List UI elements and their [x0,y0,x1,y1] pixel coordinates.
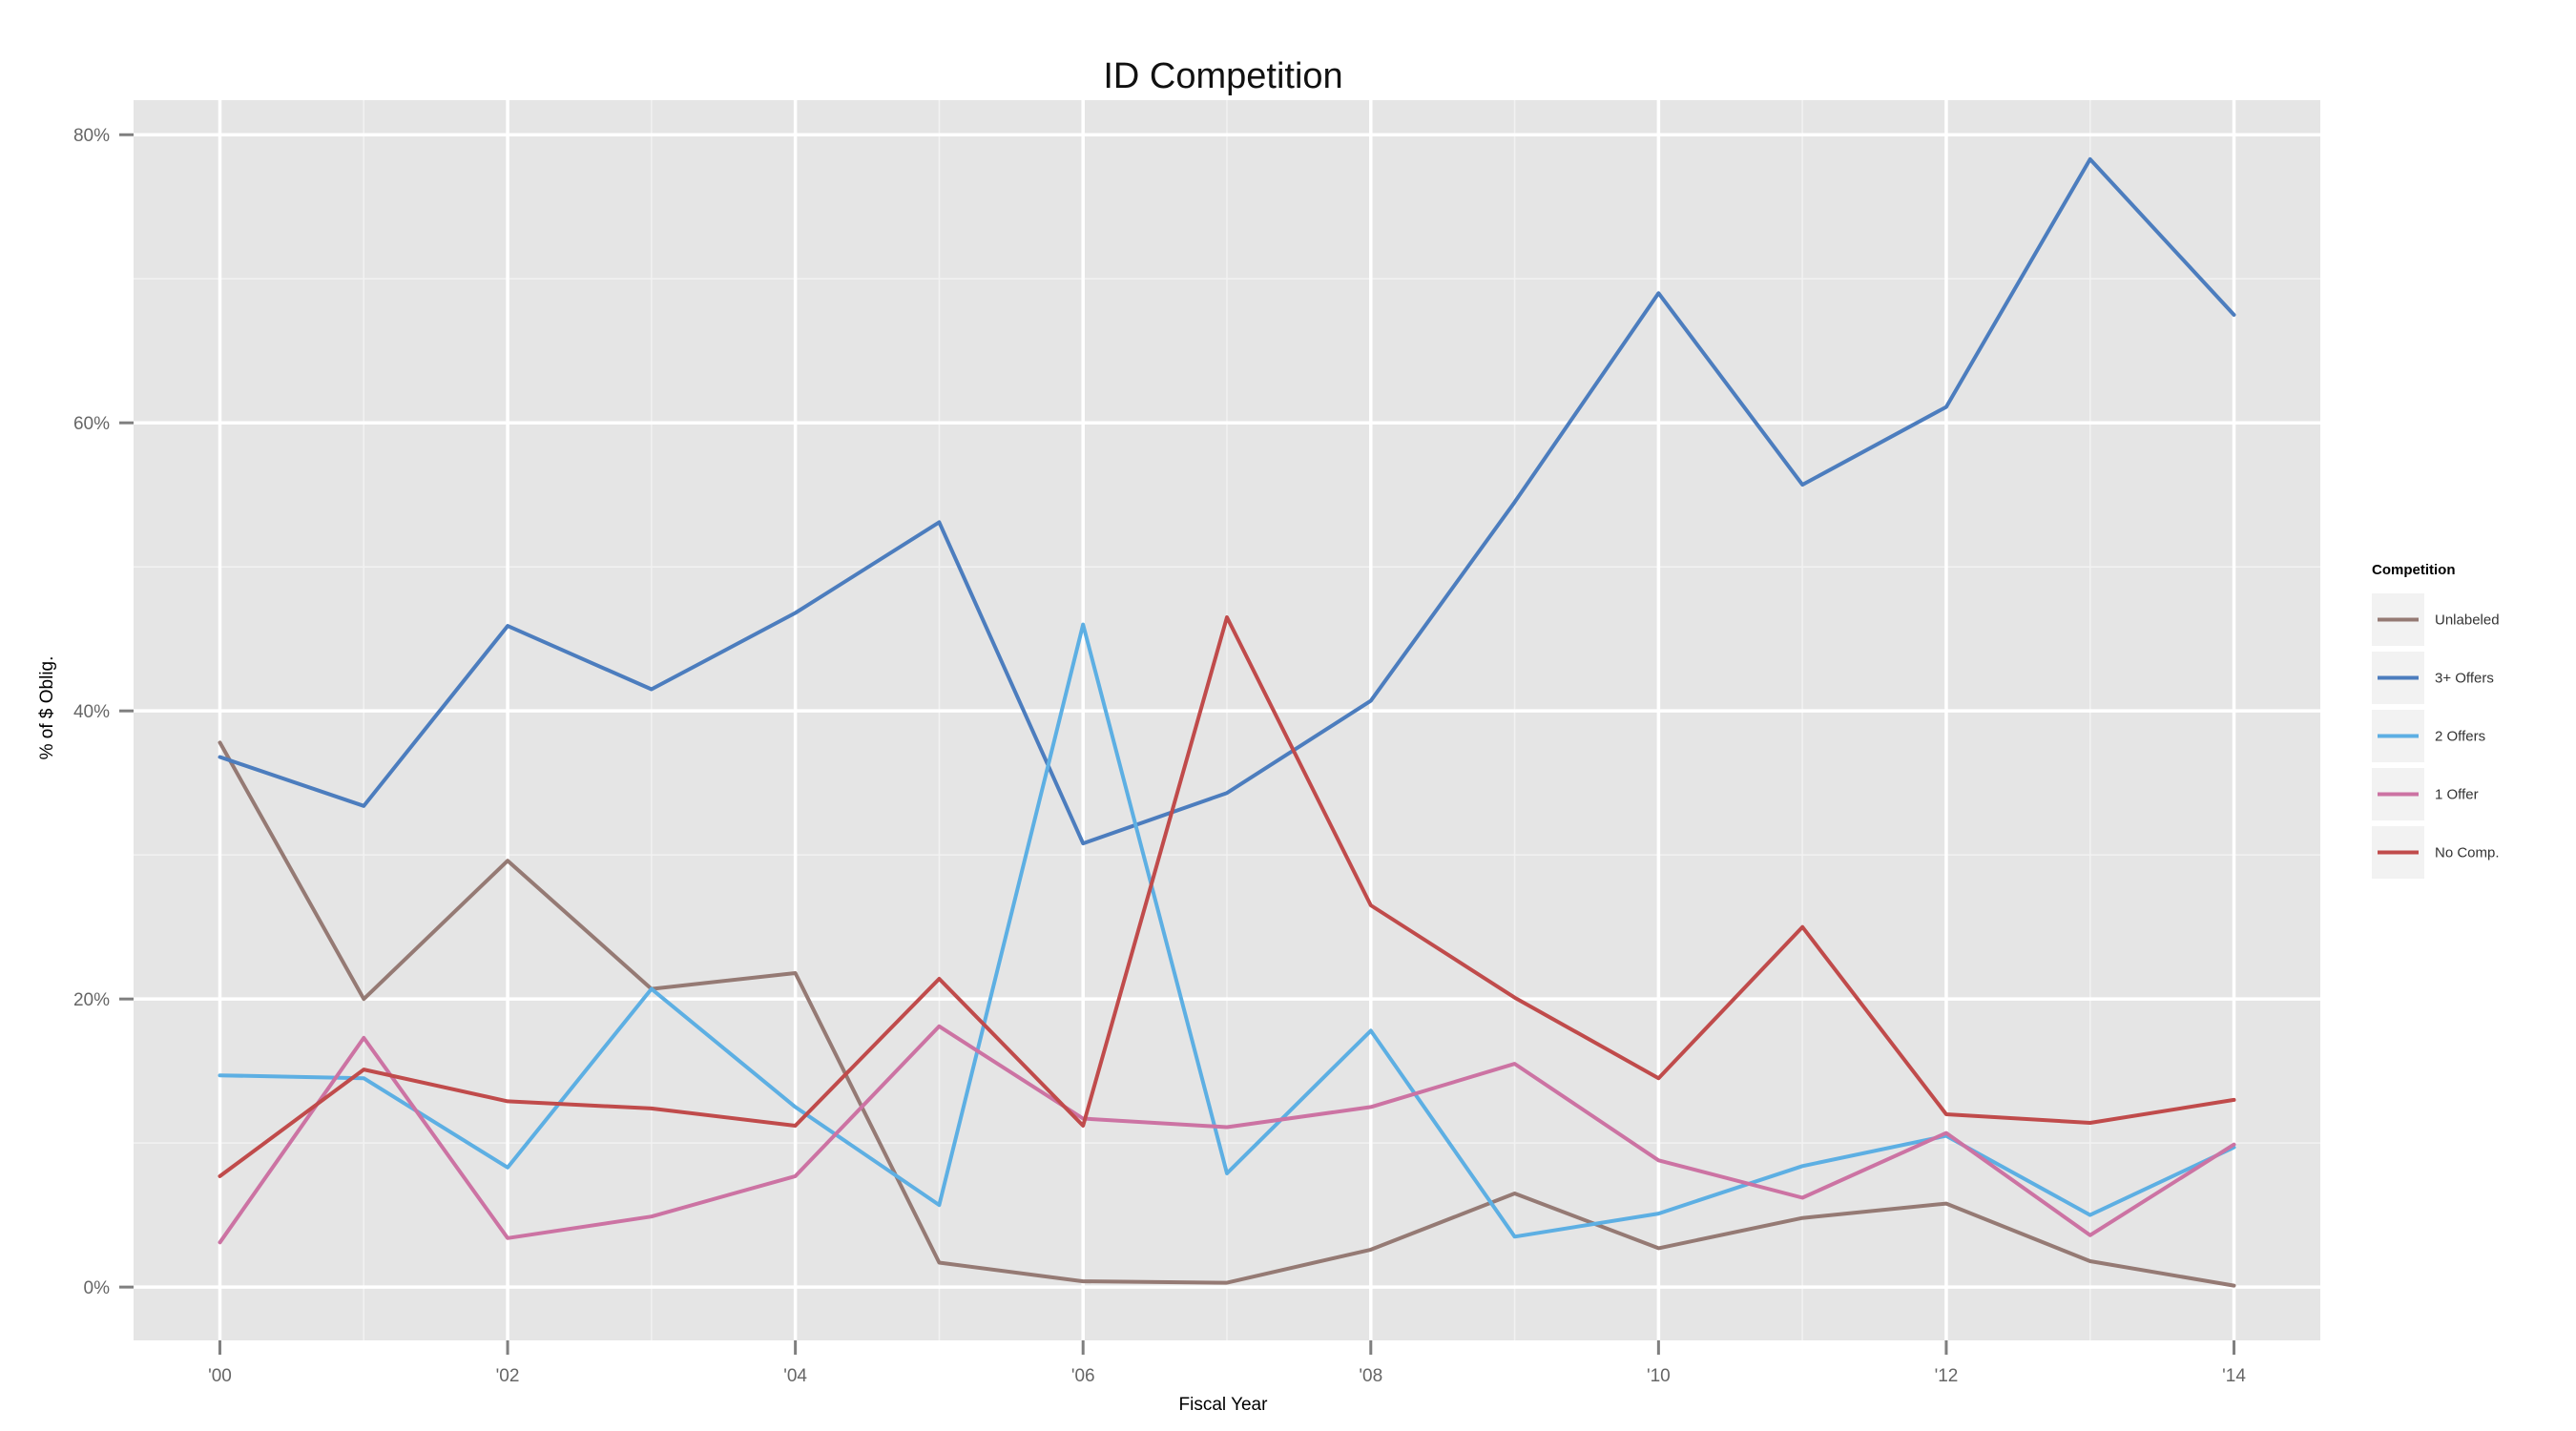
x-tick-label: '10 [1647,1366,1671,1386]
x-axis: '00 '02 '04 '06 '08 '10 '12 '14 [208,1340,2246,1386]
legend-label-1-offer: 1 Offer [2435,787,2479,803]
x-tick-label: '00 [208,1366,232,1386]
series-lines [218,156,2236,1288]
legend-label-no-comp: No Comp. [2435,845,2500,861]
y-tick-label: 0% [84,1278,111,1298]
series-line-2-offers [218,622,2236,1239]
series-line-no-comp [218,615,2236,1178]
y-axis: 0% 20% 40% 60% 80% [73,126,134,1298]
series-line-1-offer [218,1024,2236,1245]
legend-title: Competition [2372,562,2456,578]
series-line-3-offers [218,156,2236,846]
legend-label-3-offers: 3+ Offers [2435,671,2494,687]
legend: Competition Unlabeled 3+ Offers 2 Offers 1 … [2372,562,2500,879]
legend-label-unlabeled: Unlabeled [2435,612,2500,629]
y-tick-label: 60% [73,414,110,434]
y-tick-label: 20% [73,990,110,1010]
x-tick-label: '02 [496,1366,520,1386]
x-tick-label: '06 [1071,1366,1095,1386]
x-tick-label: '04 [783,1366,807,1386]
series-line-unlabeled [218,740,2236,1288]
y-tick-label: 40% [73,702,110,722]
x-tick-label: '14 [2222,1366,2246,1386]
y-tick-label: 80% [73,126,110,146]
major-gridlines [134,100,2320,1340]
x-axis-title: Fiscal Year [1179,1395,1269,1415]
chart-title: ID Competition [1103,56,1342,96]
x-tick-label: '12 [1935,1366,1959,1386]
x-tick-label: '08 [1359,1366,1382,1386]
y-axis-title: % of $ Oblig. [37,656,57,760]
minor-gridlines [134,100,2320,1340]
legend-label-2-offers: 2 Offers [2435,729,2485,745]
